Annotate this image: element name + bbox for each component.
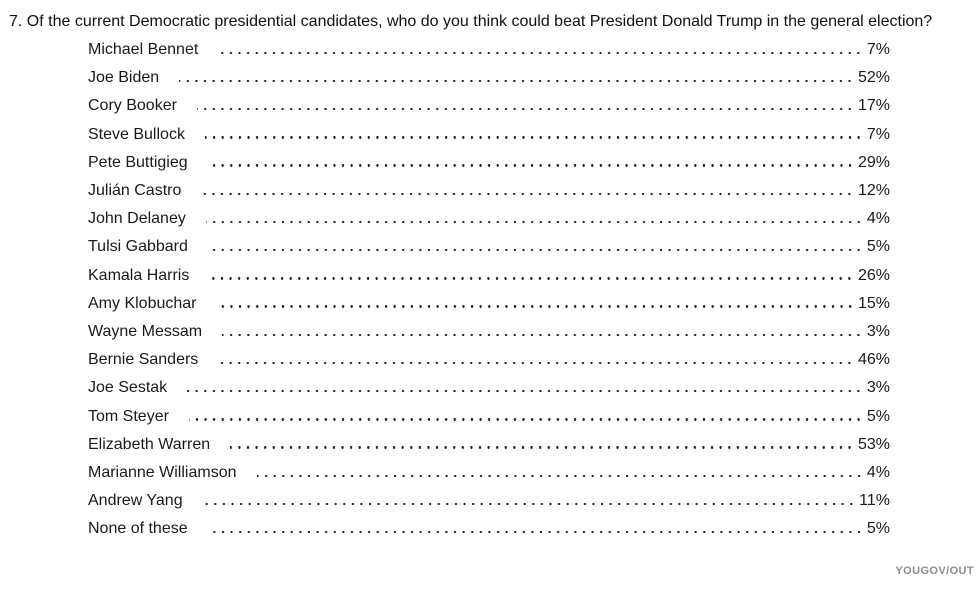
candidate-percent: 5% (866, 407, 890, 425)
candidate-percent: 7% (866, 41, 890, 58)
candidate-percent: 5% (866, 238, 890, 256)
poll-row: Tom Steyer 5% (88, 403, 890, 431)
dot-leader (207, 531, 863, 534)
poll-row: Cory Booker 17% (88, 92, 890, 120)
candidate-name: John Delaney (88, 210, 186, 228)
dot-leader (207, 249, 863, 252)
poll-list: Michael Bennet 7% Joe Biden 52% Cory Boo… (88, 36, 890, 544)
dot-leader (207, 164, 854, 167)
poll-row: Joe Sestak 3% (88, 374, 890, 402)
candidate-name: Joe Biden (88, 69, 160, 87)
candidate-percent: 7% (866, 125, 890, 143)
poll-row: Michael Bennet 7% (88, 36, 890, 64)
candidate-name: None of these (88, 520, 188, 538)
dot-leader (218, 51, 863, 54)
question-text: 7. Of the current Democratic presidentia… (9, 13, 933, 30)
poll-row: Marianne Williamson 4% (88, 459, 890, 487)
candidate-percent: 3% (866, 379, 890, 397)
dot-leader (218, 361, 854, 365)
poll-row: Steve Bullock 7% (88, 121, 890, 149)
poll-row: Amy Klobuchar 15% (88, 290, 890, 318)
dot-leader (216, 305, 854, 308)
poll-row: John Delaney 4% (88, 205, 890, 233)
poll-row: Julián Castro 12% (88, 177, 890, 205)
dot-leader (202, 502, 856, 506)
candidate-name: Cory Booker (88, 97, 177, 115)
candidate-percent: 46% (857, 351, 890, 369)
candidate-name: Kamala Harris (88, 266, 190, 284)
dot-leader (256, 474, 863, 478)
poll-row: Joe Biden 52% (88, 64, 890, 92)
candidate-percent: 3% (866, 323, 890, 341)
candidate-name: Pete Buttigieg (88, 153, 188, 171)
candidate-percent: 29% (857, 153, 890, 171)
candidate-percent: 11% (859, 492, 890, 510)
candidate-name: Michael Bennet (88, 41, 199, 58)
dot-leader (201, 192, 854, 196)
poll-row: Elizabeth Warren 53% (88, 431, 890, 459)
candidate-name: Marianne Williamson (88, 464, 237, 482)
poll-row: Bernie Sanders 46% (88, 346, 890, 374)
dot-leader (188, 418, 863, 421)
dot-leader (230, 446, 854, 449)
dot-leader (205, 220, 863, 224)
candidate-name: Julián Castro (88, 182, 182, 200)
candidate-name: Wayne Messam (88, 323, 203, 341)
dot-leader (204, 136, 863, 139)
candidate-name: Tulsi Gabbard (88, 238, 188, 256)
poll-row: None of these 5% (88, 515, 890, 543)
candidate-percent: 52% (857, 69, 890, 87)
candidate-percent: 5% (866, 520, 890, 538)
candidate-percent: 4% (866, 464, 890, 482)
dot-leader (209, 277, 854, 280)
candidate-percent: 15% (857, 294, 890, 312)
candidate-percent: 53% (857, 435, 890, 453)
candidate-name: Steve Bullock (88, 125, 185, 143)
candidate-percent: 4% (866, 210, 890, 228)
candidate-name: Andrew Yang (88, 492, 183, 510)
dot-leader (179, 79, 854, 83)
dot-leader (187, 390, 863, 393)
poll-row: Tulsi Gabbard 5% (88, 233, 890, 261)
candidate-name: Bernie Sanders (88, 351, 199, 369)
candidate-name: Elizabeth Warren (88, 435, 211, 453)
candidate-name: Amy Klobuchar (88, 294, 197, 312)
candidate-percent: 12% (857, 182, 890, 200)
candidate-percent: 26% (857, 266, 890, 284)
candidate-name: Joe Sestak (88, 379, 168, 397)
source-attribution: YOUGOV/OUT (895, 565, 974, 577)
poll-row: Kamala Harris 26% (88, 262, 890, 290)
poll-row: Andrew Yang 11% (88, 487, 890, 515)
poll-row: Pete Buttigieg 29% (88, 149, 890, 177)
dot-leader (196, 108, 854, 111)
dot-leader (222, 333, 863, 337)
poll-row: Wayne Messam 3% (88, 318, 890, 346)
candidate-percent: 17% (857, 97, 890, 115)
candidate-name: Tom Steyer (88, 407, 169, 425)
